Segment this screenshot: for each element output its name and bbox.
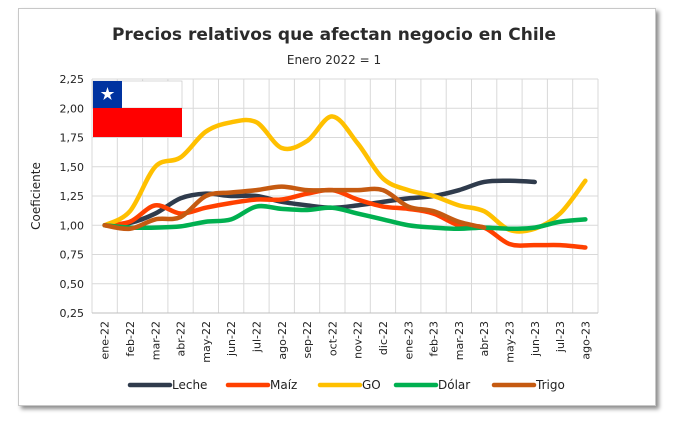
- legend-label-dolar: Dólar: [438, 378, 470, 392]
- y-axis-label: Coeficiente: [29, 162, 43, 230]
- x-tick-label: ago-22: [276, 321, 289, 360]
- x-tick-label: jul-22: [250, 321, 263, 353]
- legend: Leche Maíz GO Dólar Trigo: [127, 378, 565, 392]
- chile-flag-icon: [92, 80, 183, 137]
- x-tick-label: feb-23: [428, 321, 441, 357]
- x-tick-label: abr-22: [175, 321, 188, 357]
- x-tick-label: dic-22: [377, 321, 390, 355]
- y-tick-label: 0,25: [60, 307, 85, 320]
- y-tick-label: 1,00: [60, 219, 85, 232]
- x-tick-label: mar-22: [149, 321, 162, 360]
- y-tick-label: 1,75: [60, 132, 85, 145]
- series-lines: [102, 114, 588, 250]
- x-tick-label: ene-22: [99, 321, 112, 359]
- x-tick-label: may-23: [503, 321, 516, 363]
- x-tick-label: jul-23: [554, 321, 567, 353]
- x-tick-label: ene-23: [402, 321, 415, 359]
- series-line-trigo: [102, 184, 487, 232]
- legend-label-maiz: Maíz: [270, 378, 297, 392]
- y-tick-label: 1,25: [60, 190, 85, 203]
- y-tick-label: 0,75: [60, 249, 85, 262]
- x-tick-label: jun-23: [529, 321, 542, 357]
- chart-subtitle: Enero 2022 = 1: [287, 53, 381, 67]
- x-tick-label: abr-23: [478, 321, 491, 357]
- x-tick-label: may-22: [200, 321, 213, 363]
- x-tick-label: nov-22: [352, 321, 365, 359]
- series-line-dolar: [102, 203, 588, 232]
- x-tick-labels: ene-22 feb-22 mar-22 abr-22 may-22 jun-22 jul-…: [99, 321, 593, 363]
- x-tick-label: ago-23: [579, 321, 592, 360]
- gridlines: [91, 78, 599, 314]
- y-tick-label: 2,00: [60, 102, 85, 115]
- legend-label-go: GO: [362, 378, 381, 392]
- x-tick-label: mar-23: [453, 321, 466, 360]
- x-tick-label: sep-22: [301, 321, 314, 358]
- y-tick-labels: 0,25 0,50 0,75 1,00 1,25 1,50 1,75 2,00 2,25: [60, 73, 85, 320]
- legend-label-trigo: Trigo: [535, 378, 565, 392]
- x-tick-label: feb-22: [124, 321, 137, 357]
- x-tick-label: jun-22: [225, 321, 238, 357]
- legend-label-leche: Leche: [172, 378, 207, 392]
- y-tick-label: 1,50: [60, 161, 85, 174]
- x-tick-label: oct-22: [326, 321, 339, 356]
- y-tick-label: 0,50: [60, 278, 85, 291]
- chart-title: Precios relativos que afectan negocio en…: [112, 25, 556, 45]
- y-tick-label: 2,25: [60, 73, 85, 86]
